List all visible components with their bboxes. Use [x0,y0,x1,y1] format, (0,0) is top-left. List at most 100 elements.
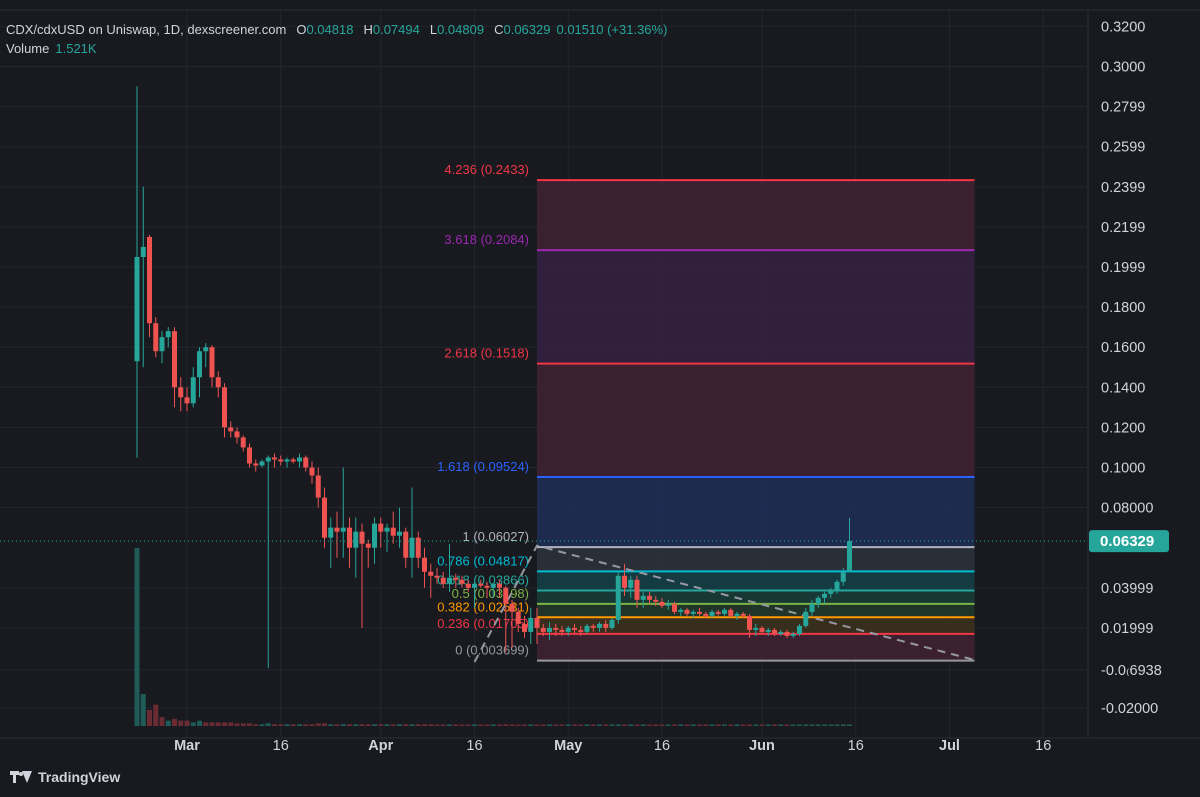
y-tick-label: 0.3000 [1101,60,1145,76]
candle-body [653,599,659,602]
volume-bar [415,724,421,726]
volume-bar [147,709,152,726]
candle-body [478,583,484,586]
candle-body [409,537,415,558]
volume-bar [484,724,490,726]
volume-bar [815,724,821,726]
y-tick-label: 0.01999 [1101,621,1153,637]
volume-bar [565,724,571,726]
volume-bar [578,724,584,726]
x-tick-label: 16 [1035,738,1051,754]
volume-bar [140,693,146,726]
candle-body [415,537,421,558]
candle-body [722,609,727,614]
candle-body [597,623,602,628]
tradingview-brand[interactable]: TradingView [10,769,120,785]
y-tick-label: 0.1000 [1101,461,1145,477]
candle-body [584,625,590,632]
candle-body [759,627,765,632]
candle-body [447,577,452,584]
fib-zone [537,547,975,572]
candle-body [784,631,790,636]
volume-bar [503,724,509,726]
open-value: 0.04818 [306,22,354,37]
candle-body [328,527,334,538]
volume-bar [665,724,671,726]
change-value: 0.01510 (+31.36%) [556,22,668,37]
volume-bar [197,720,202,726]
candle-body [453,577,459,580]
candle-body [678,609,684,612]
volume-bar [540,724,546,726]
fib-extension-tool[interactable]: 4.236 (0.2433) 3.618 (0.2084) 2.618 (0.151… [437,162,975,663]
x-tick-label: May [554,738,582,754]
y-tick-label: 0.2199 [1101,220,1145,236]
volume-bar [472,724,477,726]
candle-body [340,527,346,532]
volume-bar [622,724,627,726]
volume-value: 1.521K [55,41,97,56]
candle-body [609,619,615,628]
volume-bar [847,724,852,726]
candle-body [809,603,815,612]
volume-bar [772,724,777,726]
volume-bar [615,724,621,726]
volume-bar [240,723,246,726]
high-key: H [363,22,373,37]
candle-body [578,629,584,632]
candle-body [184,397,190,404]
candle-body [228,427,234,432]
volume-bar [247,723,252,726]
volume-bar [403,724,409,726]
candle-body [178,387,184,398]
volume-bar [303,724,309,726]
candle-body [815,597,821,604]
volume-bar [440,724,446,726]
candle-body [572,627,577,630]
candle-body [147,236,152,324]
volume-bar [453,724,459,726]
candlesticks [134,86,852,668]
volume-bar [809,724,815,726]
volume-bar [834,724,840,726]
volume-bar [765,724,771,726]
candle-body [284,459,290,462]
candle-body [540,627,546,632]
volume-bar [397,724,402,726]
candle-body [503,587,509,604]
y-tick-label: 0.2599 [1101,140,1145,156]
volume-bar [322,723,327,726]
candle-body [465,583,471,588]
volume-bar [659,724,665,726]
candle-body [797,625,802,634]
volume-bar [315,723,321,726]
volume-bar [609,724,615,726]
volume-bar [290,724,296,726]
fib-level-label: 0 (0.003699) [455,643,529,658]
volume-bar [534,724,540,726]
candle-body [697,611,702,614]
volume-bar [272,724,277,726]
candle-body [728,609,734,616]
candle-body [528,617,534,632]
fib-zone [537,603,975,618]
volume-bar [328,724,334,726]
candle-body [215,377,221,388]
axes: 0.3200 0.3000 0.2799 0.2599 0.2399 0.2199 0.19… [0,9,1200,754]
candle-body [790,633,796,636]
volume-bar [372,724,377,726]
candle-body [834,581,840,590]
ohlc-row: CDX/cdxUSD on Uniswap, 1D, dexscreener.c… [6,20,667,39]
candle-body [190,377,196,404]
candle-body [709,611,715,616]
candle-body [547,627,552,632]
volume-bar [309,724,315,726]
volume-bar [459,724,465,726]
y-tick-label: 0.3200 [1101,19,1145,35]
candle-body [353,531,359,548]
volume-bar [428,724,434,726]
volume-bar [340,724,346,726]
volume-bar [840,724,846,726]
candle-body [459,579,465,584]
